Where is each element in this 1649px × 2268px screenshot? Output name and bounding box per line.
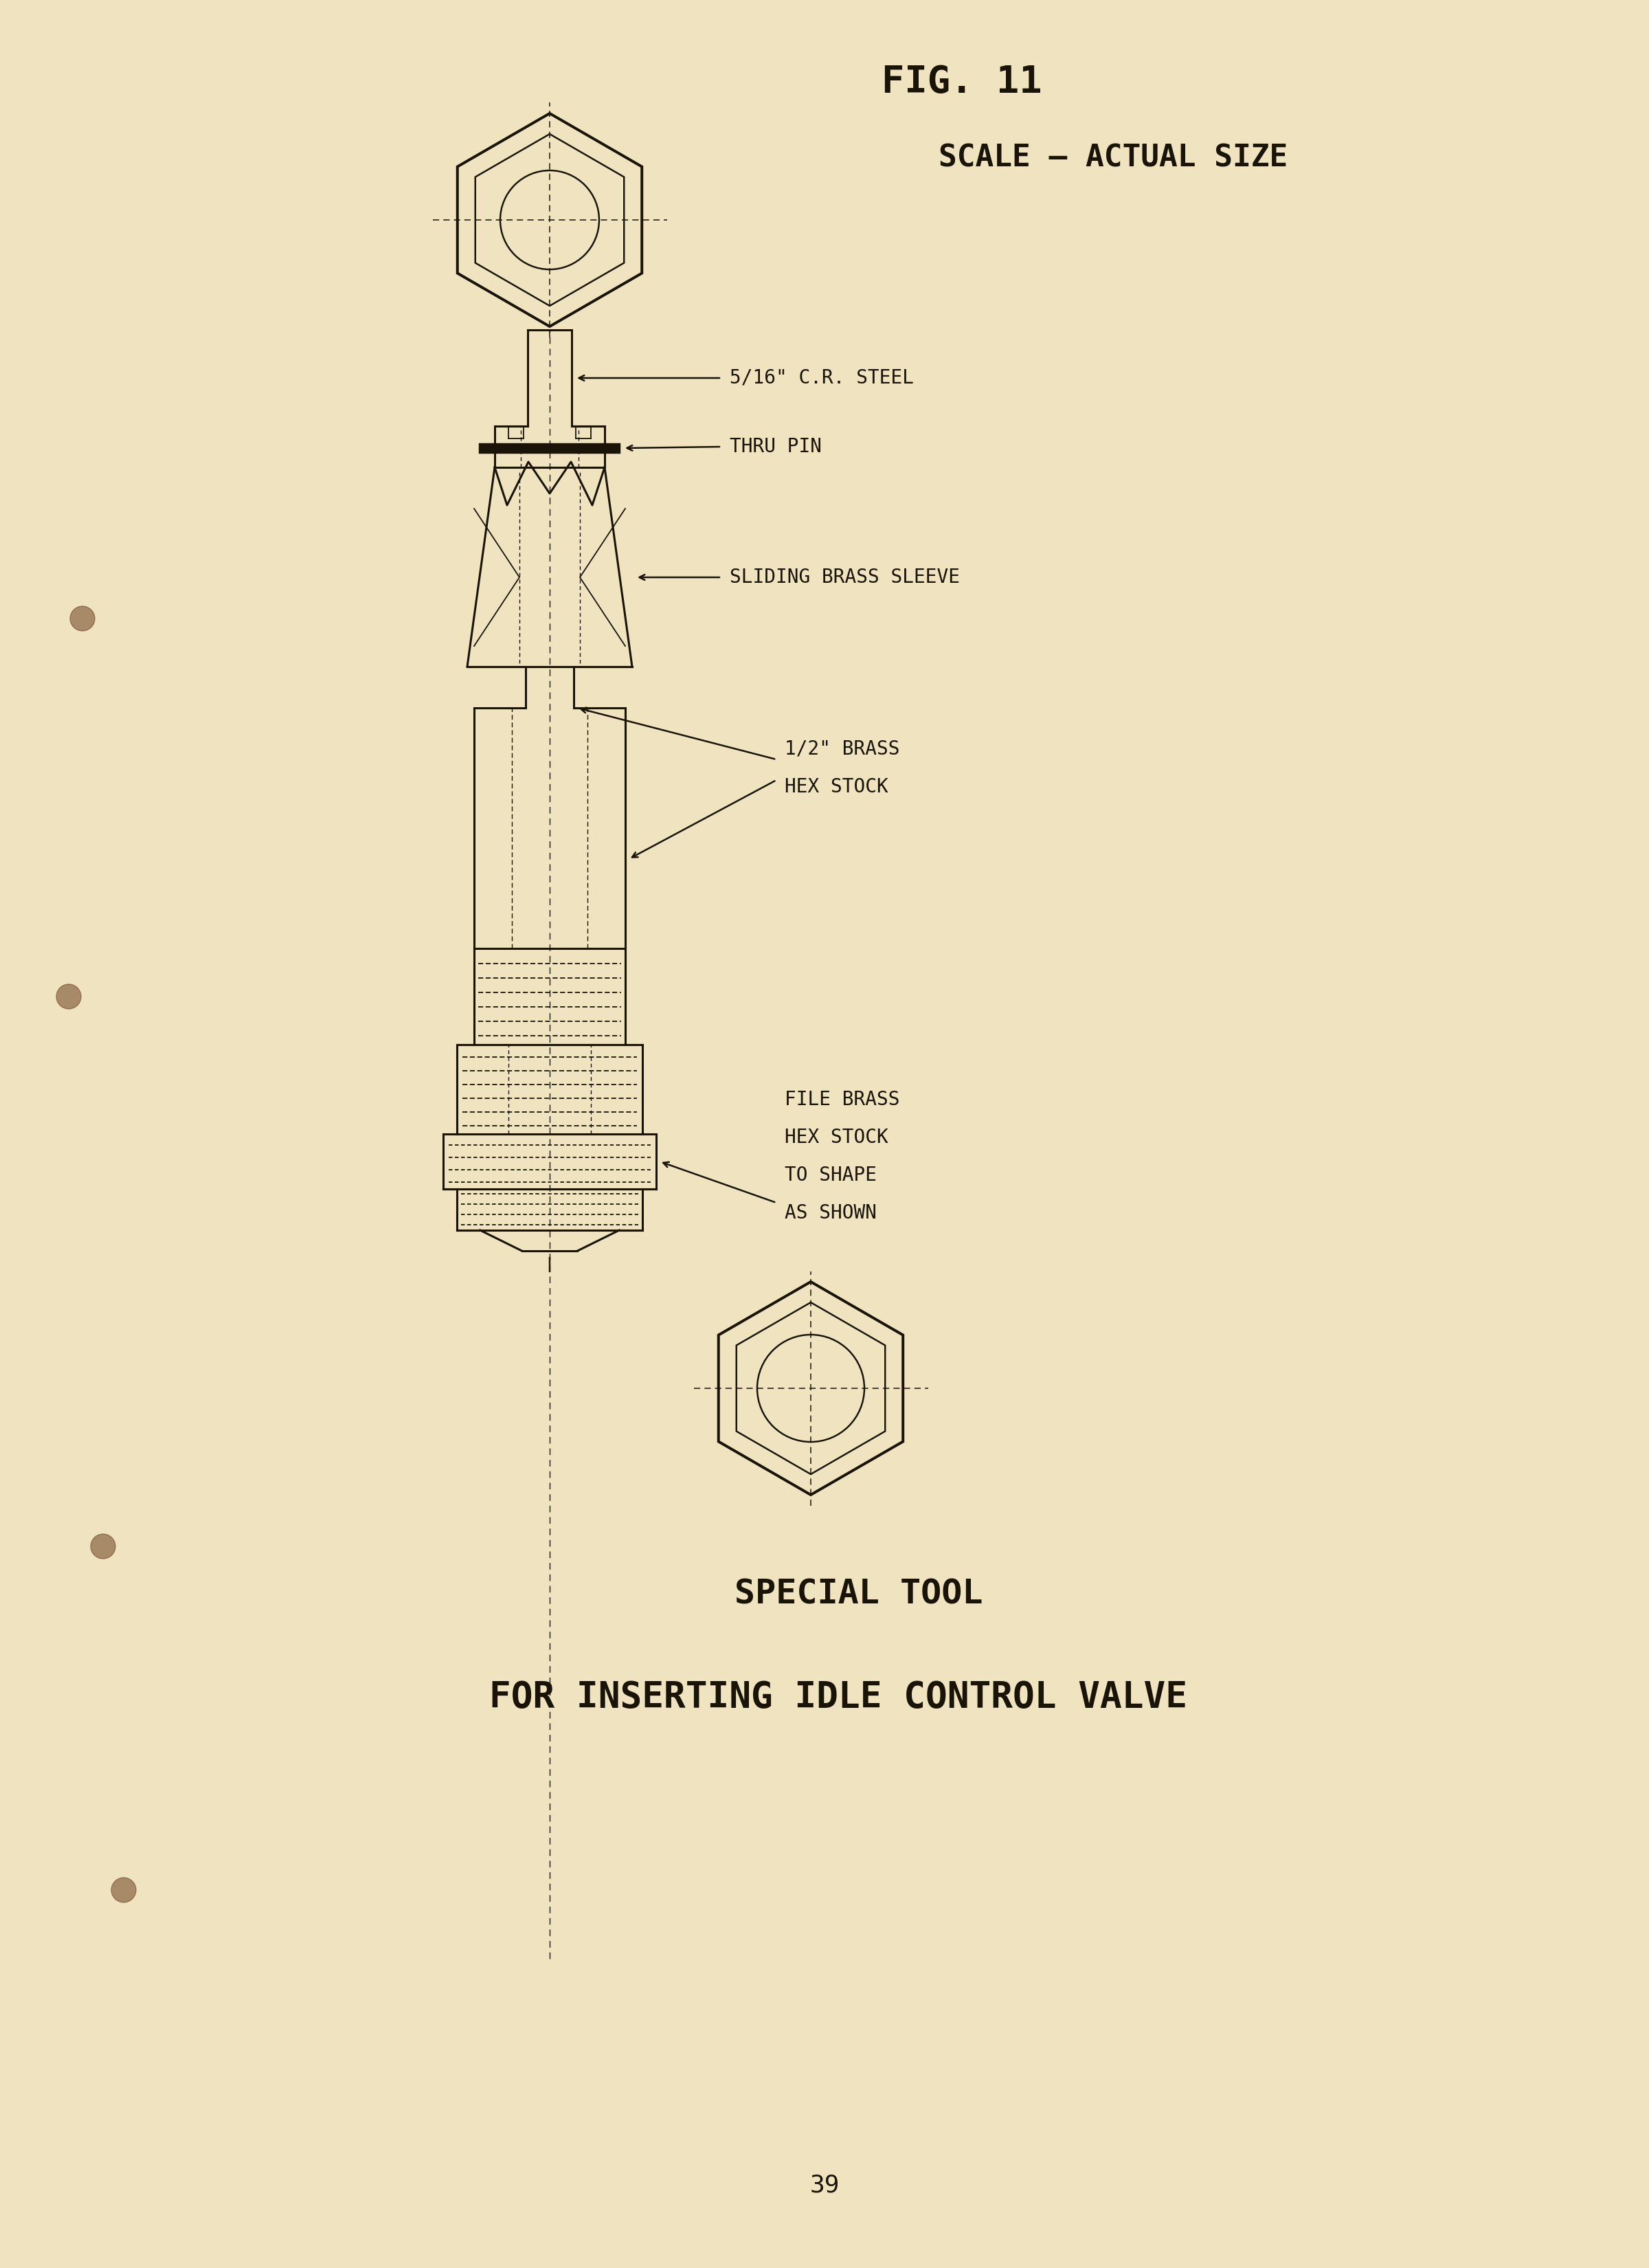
Text: AS SHOWN: AS SHOWN [785,1204,877,1222]
Text: 39: 39 [810,2173,839,2198]
Text: SPECIAL TOOL: SPECIAL TOOL [735,1579,983,1610]
Circle shape [69,606,96,631]
Text: TO SHAPE: TO SHAPE [785,1166,877,1184]
Text: FOR INSERTING IDLE CONTROL VALVE: FOR INSERTING IDLE CONTROL VALVE [490,1681,1187,1715]
Text: 5/16" C.R. STEEL: 5/16" C.R. STEEL [729,367,914,388]
Circle shape [56,984,81,1009]
Text: SLIDING BRASS SLEEVE: SLIDING BRASS SLEEVE [729,567,960,587]
Text: 1/2" BRASS: 1/2" BRASS [785,739,900,760]
Bar [480,445,620,454]
Text: THRU PIN: THRU PIN [729,438,821,456]
Text: HEX STOCK: HEX STOCK [785,778,889,796]
Text: FIG. 11: FIG. 11 [882,64,1042,100]
Circle shape [91,1533,115,1558]
Circle shape [112,1878,135,1903]
Text: FILE BRASS: FILE BRASS [785,1091,900,1109]
Text: HEX STOCK: HEX STOCK [785,1127,889,1148]
Text: SCALE – ACTUAL SIZE: SCALE – ACTUAL SIZE [938,143,1288,172]
